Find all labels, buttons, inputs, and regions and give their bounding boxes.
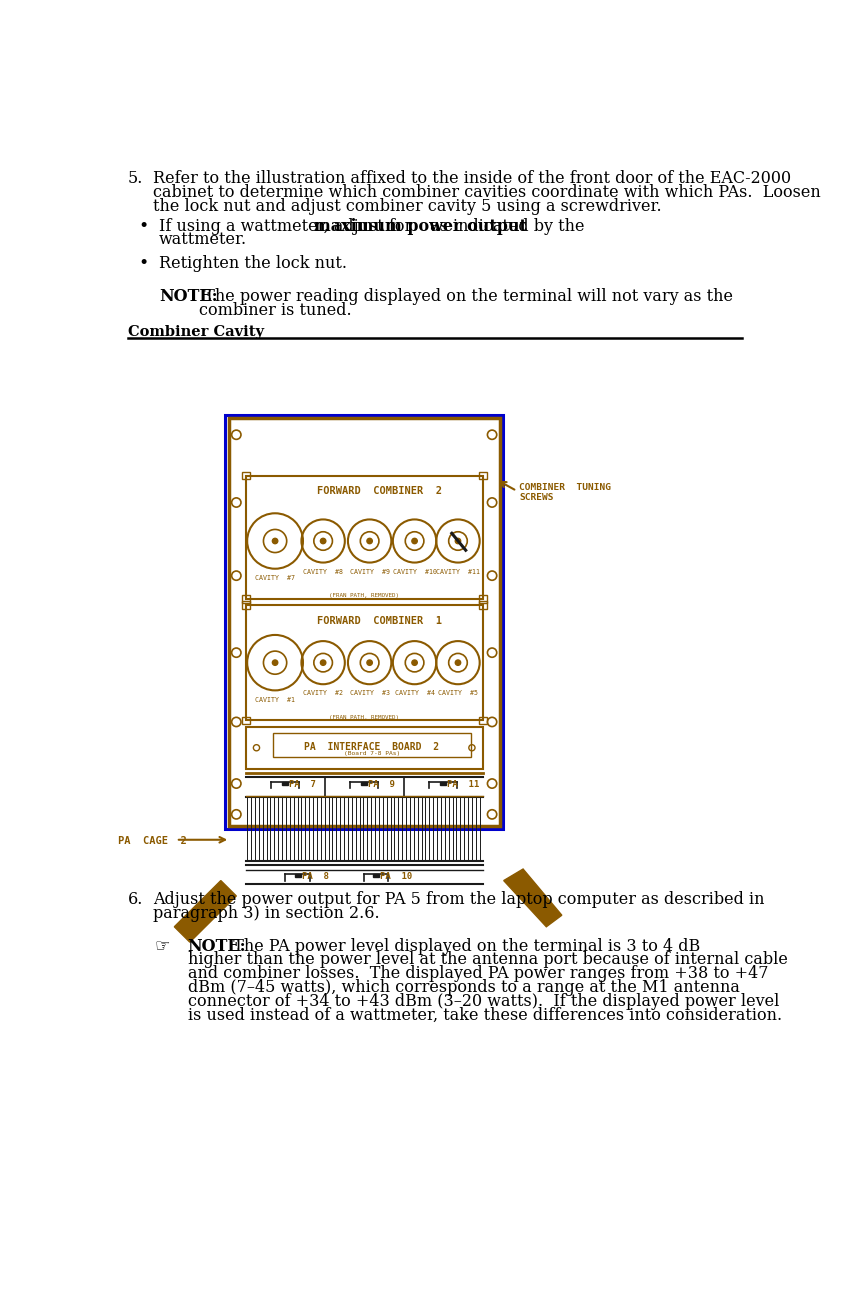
Text: CAVITY  #1: CAVITY #1 xyxy=(255,697,295,702)
Text: Retighten the lock nut.: Retighten the lock nut. xyxy=(159,255,347,272)
Bar xyxy=(479,472,486,480)
Bar xyxy=(273,733,471,758)
Text: (Board 7-8 PAs): (Board 7-8 PAs) xyxy=(344,751,400,757)
Text: PA  7: PA 7 xyxy=(289,780,316,789)
Bar xyxy=(242,472,250,480)
Text: •: • xyxy=(138,255,149,272)
Text: maximum power output: maximum power output xyxy=(313,217,526,234)
Bar xyxy=(479,716,486,724)
Text: Refer to the illustration affixed to the inside of the front door of the EAC-200: Refer to the illustration affixed to the… xyxy=(153,170,790,187)
Circle shape xyxy=(273,660,278,666)
Text: paragraph 3) in section 2.6.: paragraph 3) in section 2.6. xyxy=(153,905,380,922)
Bar xyxy=(226,415,503,829)
Bar xyxy=(479,595,486,603)
Text: COMBINER  TUNING: COMBINER TUNING xyxy=(520,484,611,493)
Text: CAVITY  #11: CAVITY #11 xyxy=(436,568,480,575)
Polygon shape xyxy=(174,880,236,942)
Text: The power reading displayed on the terminal will not vary as the: The power reading displayed on the termi… xyxy=(194,287,734,304)
Bar xyxy=(228,417,500,826)
Bar xyxy=(479,601,486,608)
Bar xyxy=(242,595,250,603)
Bar xyxy=(295,875,301,878)
Text: is used instead of a wattmeter, take these differences into consideration.: is used instead of a wattmeter, take the… xyxy=(188,1006,782,1024)
Circle shape xyxy=(320,660,326,666)
Text: CAVITY  #8: CAVITY #8 xyxy=(303,568,343,575)
Text: Combiner Cavity: Combiner Cavity xyxy=(128,325,264,339)
Bar xyxy=(245,476,483,599)
Text: ☞: ☞ xyxy=(155,937,170,956)
Bar xyxy=(440,783,447,785)
Text: (FRAN PATH, REMOVED): (FRAN PATH, REMOVED) xyxy=(329,593,399,598)
Text: the lock nut and adjust combiner cavity 5 using a screwdriver.: the lock nut and adjust combiner cavity … xyxy=(153,198,661,214)
Circle shape xyxy=(412,538,418,543)
Text: (FRAN PATH, REMOVED): (FRAN PATH, REMOVED) xyxy=(329,715,399,720)
Text: CAVITY  #3: CAVITY #3 xyxy=(350,690,390,697)
Text: connector of +34 to +43 dBm (3–20 watts).  If the displayed power level: connector of +34 to +43 dBm (3–20 watts)… xyxy=(188,993,779,1010)
Text: PA  INTERFACE  BOARD  2: PA INTERFACE BOARD 2 xyxy=(305,742,440,751)
Text: wattmeter.: wattmeter. xyxy=(159,231,247,248)
Text: CAVITY  #7: CAVITY #7 xyxy=(255,575,295,581)
Text: If using a wattmeter, adjust for: If using a wattmeter, adjust for xyxy=(159,217,417,234)
Bar xyxy=(361,783,368,785)
Circle shape xyxy=(367,660,373,666)
Text: CAVITY  #4: CAVITY #4 xyxy=(395,690,435,697)
Text: SCREWS: SCREWS xyxy=(520,493,554,502)
Text: PA  9: PA 9 xyxy=(368,780,395,789)
Polygon shape xyxy=(503,868,562,927)
Text: FORWARD  COMBINER  2: FORWARD COMBINER 2 xyxy=(318,486,442,497)
Text: PA  10: PA 10 xyxy=(380,872,412,881)
Circle shape xyxy=(320,538,326,543)
Text: CAVITY  #2: CAVITY #2 xyxy=(303,690,343,697)
Text: and combiner losses.  The displayed PA power ranges from +38 to +47: and combiner losses. The displayed PA po… xyxy=(188,966,768,983)
Circle shape xyxy=(273,538,278,543)
Text: combiner is tuned.: combiner is tuned. xyxy=(200,302,351,318)
Text: as indicated by the: as indicated by the xyxy=(425,217,585,234)
Circle shape xyxy=(367,538,373,543)
Text: PA  8: PA 8 xyxy=(301,872,329,881)
Bar xyxy=(245,604,483,720)
Text: dBm (7–45 watts), which corresponds to a range at the M1 antenna: dBm (7–45 watts), which corresponds to a… xyxy=(188,979,739,996)
Text: CAVITY  #10: CAVITY #10 xyxy=(392,568,436,575)
Text: NOTE:: NOTE: xyxy=(159,287,217,304)
Text: CAVITY  #9: CAVITY #9 xyxy=(350,568,390,575)
Text: FORWARD  COMBINER  1: FORWARD COMBINER 1 xyxy=(318,616,442,625)
Circle shape xyxy=(455,538,461,543)
Circle shape xyxy=(412,660,418,666)
Text: 6.: 6. xyxy=(128,892,143,909)
Bar xyxy=(242,601,250,608)
Text: CAVITY  #5: CAVITY #5 xyxy=(438,690,478,697)
Bar xyxy=(245,727,483,768)
Bar xyxy=(282,783,289,785)
Text: •: • xyxy=(138,217,149,234)
Text: higher than the power level at the antenna port because of internal cable: higher than the power level at the anten… xyxy=(188,952,787,968)
Bar xyxy=(373,875,380,878)
Text: cabinet to determine which combiner cavities coordinate with which PAs.  Loosen: cabinet to determine which combiner cavi… xyxy=(153,183,820,200)
Text: Adjust the power output for PA 5 from the laptop computer as described in: Adjust the power output for PA 5 from th… xyxy=(153,892,764,909)
Bar xyxy=(242,716,250,724)
Circle shape xyxy=(455,660,461,666)
Text: 5.: 5. xyxy=(128,170,143,187)
Text: PA  11: PA 11 xyxy=(447,780,480,789)
Text: PA  CAGE  2: PA CAGE 2 xyxy=(118,836,187,846)
Text: The PA power level displayed on the terminal is 3 to 4 dB: The PA power level displayed on the term… xyxy=(223,937,700,954)
Text: NOTE:: NOTE: xyxy=(188,937,246,954)
